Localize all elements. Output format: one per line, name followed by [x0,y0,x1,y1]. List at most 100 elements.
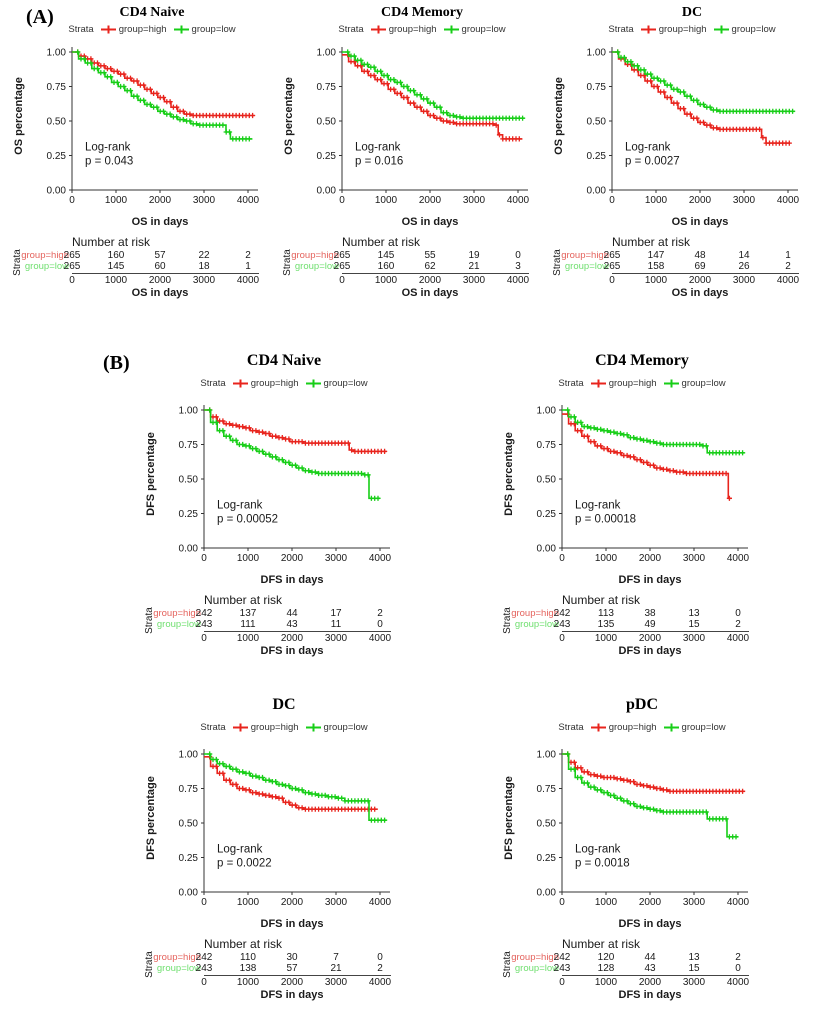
svg-text:0.75: 0.75 [537,784,557,795]
risk-value: 69 [694,261,706,272]
censor-marks-group=low [207,407,381,501]
svg-text:Log-rank: Log-rank [85,142,131,154]
svg-text:0.25: 0.25 [179,509,199,520]
svg-text:2000: 2000 [639,553,662,564]
legend-key-high: group=high [232,378,299,389]
km-chart-block-b-cd4-naive: CD4 Naive Strata group=high group=low DF… [92,350,438,659]
svg-text:3000: 3000 [193,195,216,206]
svg-text:1.00: 1.00 [179,750,199,761]
risk-value: 265 [603,250,621,261]
risk-value: 265 [333,261,351,272]
risk-table-title: Number at risk [612,235,691,249]
risk-row-group=high: group=high 242 113 38 13 0 [511,608,768,619]
risk-row-group=low: group=low 265 145 60 18 1 [25,261,278,272]
risk-tick-label: 0 [559,633,565,644]
svg-text:0.50: 0.50 [587,117,607,128]
legend-strata-label: Strata [558,377,584,389]
svg-text:3000: 3000 [325,897,348,908]
legend-key-high: group=high [590,378,657,389]
svg-text:4000: 4000 [369,897,392,908]
svg-text:3000: 3000 [463,195,486,206]
censor-marks-group=high [207,754,378,812]
risk-value: 14 [738,250,750,261]
risk-value: 265 [603,261,621,272]
risk-value: 2 [735,619,741,630]
y-axis-label: DFS percentage [145,776,157,861]
risk-x-axis-label: DFS in days [260,989,324,1001]
chart-title: CD4 Naive [119,5,185,20]
svg-text:0.75: 0.75 [317,82,337,93]
legend-key-high: group=high [100,24,167,35]
axes [339,47,528,193]
km-chart-block-a-dc: DC Strata group=high group=low OS percen… [552,4,814,301]
km-plot-svg: 0.00 0.25 0.50 0.75 1.00 0 1000 2000 3000 4000 Log… [317,47,530,206]
panel-b-chart-row-1: CD4 Naive Strata group=high group=low DF… [92,350,796,659]
risk-tick-label: 3000 [192,275,216,286]
risk-value: 2 [377,608,383,619]
risk-tick-label: 0 [201,633,207,644]
risk-value: 43 [286,619,298,630]
risk-row-group=low: group=low 243 111 43 11 0 [157,619,410,630]
risk-value: 15 [688,963,700,974]
risk-tick-label: 0 [201,977,207,988]
axes [609,47,798,193]
tick-labels: 0.00 0.25 0.50 0.75 1.00 0 1000 2000 3000 4000 [179,750,392,909]
censor-marks-group=low [565,407,746,456]
risk-value: 13 [688,608,700,619]
risk-tick-label: 4000 [776,275,800,286]
risk-value: 48 [694,250,706,261]
km-chart-block-a-cd4-naive: CD4 Naive Strata group=high group=low OS… [12,4,278,301]
svg-text:4000: 4000 [507,195,530,206]
chart-legend: Strata group=high group=low [552,22,814,36]
risk-tick-label: 2000 [418,275,442,286]
x-axis-label: OS in days [401,216,459,228]
svg-text:2000: 2000 [149,195,172,206]
svg-text:0: 0 [609,195,615,206]
censor-marks-group=low [345,49,526,121]
risk-value: 30 [286,952,298,963]
legend-low-label: group=low [681,377,726,389]
svg-text:p = 0.016: p = 0.016 [355,156,403,168]
risk-value: 265 [63,250,81,261]
svg-text:0.25: 0.25 [47,151,67,162]
risk-rows: group=high 265 160 57 22 2 group=low 265 145 60 18… [21,250,278,272]
legend-key-low: group=low [173,24,236,35]
logrank-annotation: Log-rank p = 0.00052 [217,500,278,526]
risk-value: 57 [286,963,298,974]
risk-tick-label: 0 [559,977,565,988]
risk-axis-ticks: 0 1000 2000 3000 4000 [516,632,768,645]
risk-tick-label: 0 [339,275,345,286]
risk-tick-label: 2000 [638,633,662,644]
x-axis-label: OS in days [131,216,189,228]
risk-tick-label: 2000 [280,977,304,988]
risk-table-title: Number at risk [204,937,283,951]
svg-text:1000: 1000 [595,897,618,908]
risk-tick-label: 4000 [236,275,260,286]
risk-tick-label: 2000 [688,275,712,286]
risk-value: 242 [195,608,213,619]
legend-low-label: group=low [681,721,726,733]
risk-row-group=low: group=low 243 135 49 15 2 [515,619,768,630]
km-curve-group=low [342,51,525,119]
risk-row-label: group=high [291,250,339,261]
risk-value: 38 [644,608,656,619]
risk-table-title: Number at risk [72,235,151,249]
risk-tick-label: 4000 [506,275,530,286]
risk-value: 43 [644,963,656,974]
tick-labels: 0.00 0.25 0.50 0.75 1.00 0 1000 2000 3000 4000 [537,750,750,909]
risk-value: 1 [245,261,251,272]
logrank-annotation: Log-rank p = 0.0022 [217,844,272,870]
risk-value: 158 [647,261,665,272]
km-plot-svg: 0.00 0.25 0.50 0.75 1.00 0 1000 2000 3000 4000 Log… [587,47,800,206]
svg-text:0: 0 [201,897,207,908]
legend-key-low: group=low [443,23,506,35]
plus-marker-icon [100,25,116,33]
legend-low-label: group=low [461,23,506,35]
legend-strata-label: Strata [338,23,364,35]
plot-area-row: OS percentage 0.00 0.25 0.50 0.75 1.00 0 1000 2… [282,38,548,216]
risk-value: 62 [424,261,436,272]
y-axis-label: OS percentage [553,77,565,156]
chart-title: DC [272,696,296,713]
risk-tick-label: 3000 [732,275,756,286]
risk-x-axis-label: OS in days [401,287,459,299]
